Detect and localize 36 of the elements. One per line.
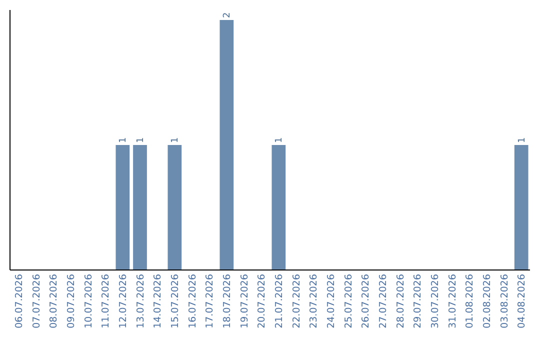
x-tick-label: 18.07.2026: [222, 274, 233, 328]
data-label: 1: [170, 137, 181, 143]
x-tick-label: 25.07.2026: [343, 274, 354, 328]
data-label: 1: [118, 137, 129, 143]
x-tick-label: 21.07.2026: [274, 274, 285, 328]
x-tick-label: 02.08.2026: [482, 274, 493, 328]
x-tick-label: 01.08.2026: [464, 274, 476, 328]
x-tick-label: 10.07.2026: [83, 274, 94, 328]
x-tick-label: 29.07.2026: [412, 274, 424, 328]
x-tick-label: 19.07.2026: [239, 274, 250, 328]
x-tick-label: 12.07.2026: [118, 274, 129, 328]
x-tick-label: 13.07.2026: [135, 274, 146, 328]
x-tick-label: 11.07.2026: [100, 274, 112, 328]
x-tick-label: 09.07.2026: [66, 274, 77, 328]
x-tick-label: 26.07.2026: [360, 274, 372, 328]
x-tick-label: 17.07.2026: [204, 274, 216, 328]
data-label: 1: [136, 137, 146, 143]
x-tick-label: 06.07.2026: [14, 274, 25, 328]
x-tick-label: 20.07.2026: [256, 274, 268, 328]
x-tick-label: 07.07.2026: [31, 274, 42, 328]
x-tick-label: 04.08.2026: [516, 274, 528, 328]
x-tick-label: 16.07.2026: [187, 274, 198, 328]
x-tick-label: 08.07.2026: [48, 274, 60, 328]
x-tick-label: 15.07.2026: [170, 274, 181, 328]
data-label: 1: [517, 137, 528, 143]
x-tick-label: 23.07.2026: [308, 274, 320, 328]
x-tick-label: 03.08.2026: [499, 274, 510, 328]
x-tick-label: 30.07.2026: [430, 274, 441, 328]
x-tick-label: 31.07.2026: [447, 274, 458, 328]
x-tick-label: 28.07.2026: [395, 274, 406, 328]
x-tick-label: 24.07.2026: [326, 274, 337, 328]
x-tick-label: 14.07.2026: [152, 274, 164, 328]
data-label: 1: [274, 137, 285, 143]
x-tick-label: 27.07.2026: [378, 274, 389, 328]
data-label: 2: [222, 12, 233, 18]
x-tick-label: 22.07.2026: [291, 274, 302, 328]
